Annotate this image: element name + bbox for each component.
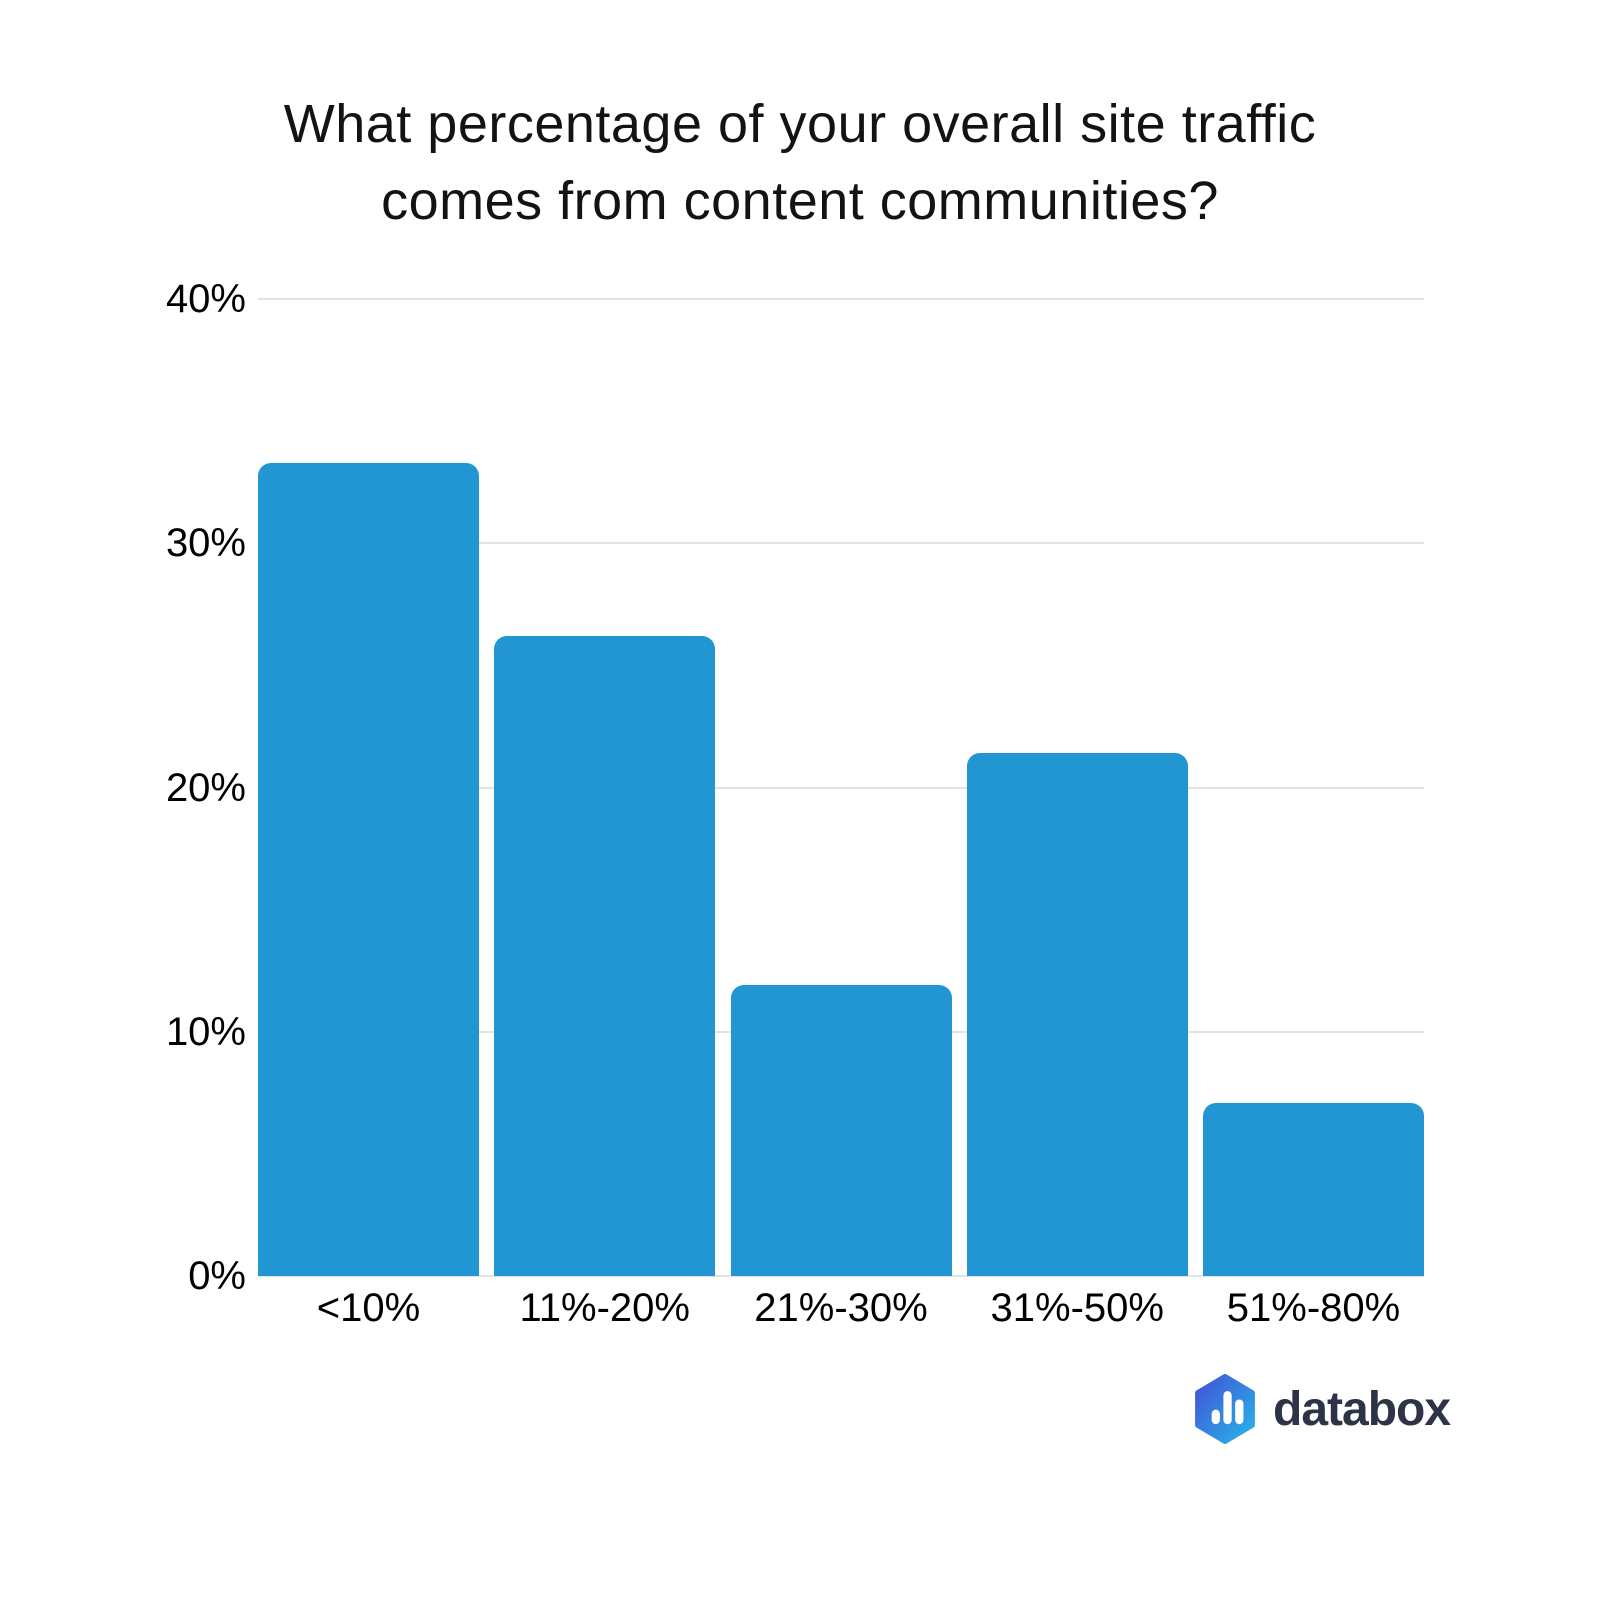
bar-slot: 51%-80% [1203,299,1424,1330]
bar [494,636,716,1276]
x-axis-label: 51%-80% [1226,1286,1401,1330]
y-axis-label: 10% [165,1009,246,1054]
y-axis-label: 30% [165,521,246,566]
bars: <10% 11%-20% 21%-30% 31%-50% 51%-80% [258,299,1424,1330]
logo-text: databox [1273,1382,1451,1436]
bar-slot: 31%-50% [966,299,1188,1330]
logo-bar-medium [1235,1399,1244,1425]
gridline [258,786,1424,789]
databox-logo: databox [1192,1374,1451,1444]
gridline [258,298,1424,300]
bar-slot: 11%-20% [494,299,716,1330]
y-axis-label: 40% [165,277,246,321]
logo-bar-tall [1223,1391,1232,1425]
x-axis-label: <10% [316,1286,421,1330]
gridline [258,542,1424,545]
chart-title-line1: What percentage of your overall site tra… [283,94,1317,154]
chart-title-line2: comes from content communities? [381,171,1219,231]
gridline [258,1275,1424,1277]
chart-title: What percentage of your overall site tra… [0,86,1600,240]
plot-area: <10% 11%-20% 21%-30% 31%-50% 51%-80% [258,298,1424,1330]
bar-slot: <10% [258,299,479,1330]
bar [258,462,479,1276]
x-axis-label: 21%-30% [754,1286,928,1330]
logo-bar-small [1211,1409,1220,1425]
bar [730,985,952,1276]
databox-hexagon-icon [1195,1374,1255,1444]
y-axis-label: 0% [188,1254,246,1298]
bar [1203,1102,1424,1276]
x-axis-label: 31%-50% [990,1286,1164,1330]
bar-slot: 21%-30% [730,299,952,1330]
bar [966,753,1188,1276]
x-axis-label: 11%-20% [519,1286,690,1330]
y-axis-label: 20% [165,765,246,810]
